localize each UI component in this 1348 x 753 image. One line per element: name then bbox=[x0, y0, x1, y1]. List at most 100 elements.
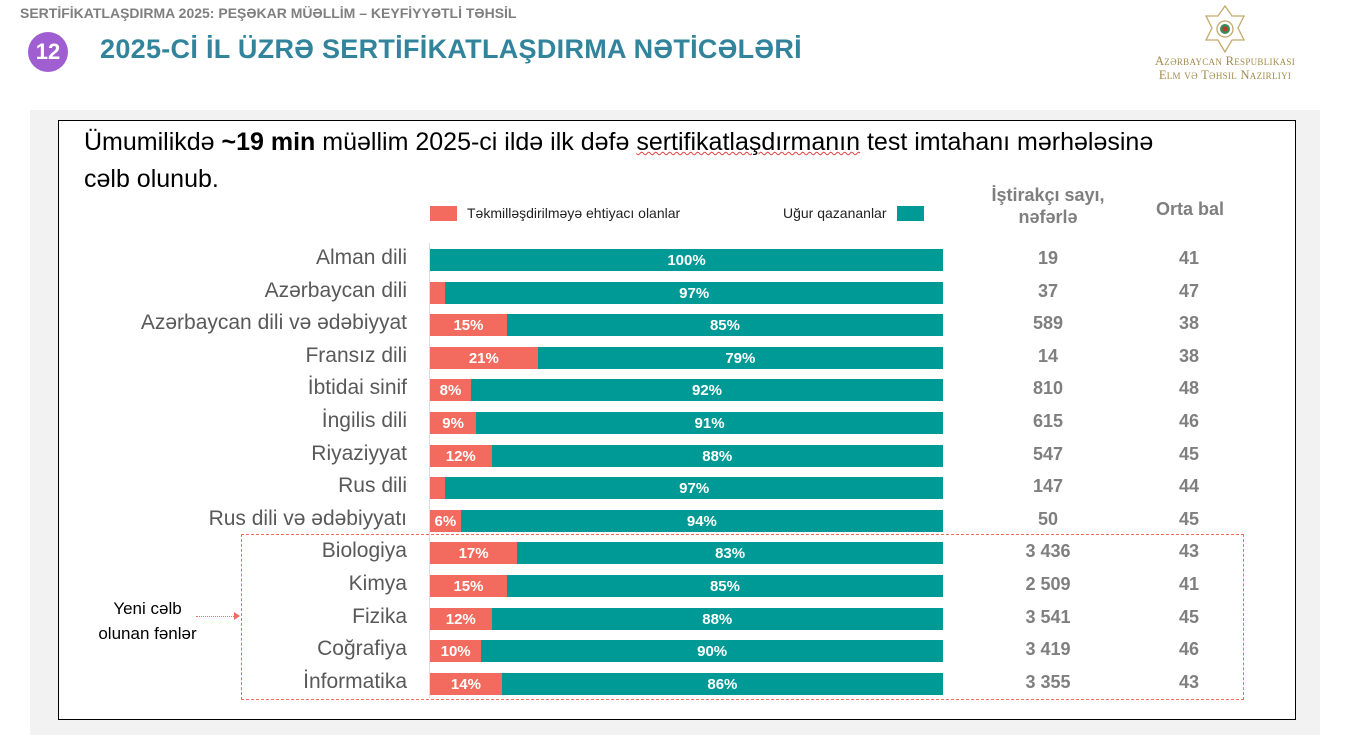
avg-value: 46 bbox=[1178, 411, 1200, 431]
fail-pct-label: 8% bbox=[439, 382, 462, 400]
fail-pct-label: 14% bbox=[450, 675, 481, 693]
legend-fail: Təkmilləşdirilməyə ehtiyacı olanlar bbox=[430, 205, 680, 221]
count-value: 19 bbox=[1037, 248, 1059, 268]
count-value: 3 355 bbox=[1025, 671, 1071, 692]
stacked-bar: 9% 91% bbox=[430, 412, 943, 434]
pass-pct-label: 92% bbox=[691, 382, 723, 400]
bar-pass: 83% bbox=[517, 542, 943, 565]
category-label: Rus dili və ədəbiyyatı bbox=[208, 506, 407, 530]
column-header-count: İştirakçı sayı, nəfərlə bbox=[991, 185, 1105, 227]
bar-fail: 3% bbox=[430, 281, 471, 304]
ministry-logo: Azərbaycan Respublikası Elm və Təhsil Na… bbox=[1130, 4, 1320, 82]
bar-pass: 88% bbox=[491, 444, 943, 467]
headline: Ümumilikdə ~19 min müəllim 2025-ci ildə … bbox=[84, 128, 1154, 193]
count-value: 615 bbox=[1032, 411, 1064, 431]
category-label: İbtidai sinif bbox=[307, 376, 407, 400]
pass-pct-label: 85% bbox=[709, 317, 740, 335]
bar-pass: 86% bbox=[501, 672, 943, 695]
count-value: 589 bbox=[1032, 313, 1064, 334]
stacked-bar: 21% 79% bbox=[430, 346, 943, 369]
count-value: 3 419 bbox=[1025, 639, 1071, 660]
pass-pct-label: 90% bbox=[697, 643, 728, 661]
bar-fail: 3% bbox=[430, 477, 471, 500]
category-label: Rus dili bbox=[338, 474, 407, 498]
bar-fail: 12% bbox=[430, 444, 492, 467]
count-value: 547 bbox=[1032, 443, 1064, 464]
category-label: Azərbaycan dili bbox=[264, 278, 407, 302]
bar-pass: 100% bbox=[430, 249, 943, 271]
pass-pct-label: 88% bbox=[702, 447, 733, 465]
fail-pct-label: 9% bbox=[442, 415, 464, 432]
count-value: 14 bbox=[1037, 345, 1059, 366]
emblem-icon bbox=[1204, 4, 1246, 54]
page-title: 2025-Cİ İL ÜZRƏ SERTİFİKATLAŞDIRMA NƏTİC… bbox=[100, 34, 802, 64]
count-value: 810 bbox=[1032, 378, 1064, 399]
category-label: Biologiya bbox=[321, 539, 407, 563]
fail-pct-label: 15% bbox=[453, 317, 484, 335]
bar-pass: 88% bbox=[491, 607, 943, 630]
category-label: İnformatika bbox=[303, 669, 407, 693]
count-value: 3 541 bbox=[1025, 606, 1071, 627]
avg-value: 38 bbox=[1178, 345, 1200, 366]
bar-fail: 12% bbox=[430, 607, 492, 630]
bar-pass: 97% bbox=[445, 477, 943, 500]
pass-pct-label: 100% bbox=[667, 252, 706, 269]
chart-row: Kimya 15% 85% 2 509 41 bbox=[0, 572, 1348, 597]
stacked-bar: 15% 85% bbox=[430, 575, 943, 597]
fail-pct-label: 17% bbox=[458, 545, 489, 563]
pass-pct-label: 79% bbox=[725, 349, 756, 367]
axis-line bbox=[429, 243, 430, 698]
bar-pass: 94% bbox=[460, 509, 943, 532]
category-label: Alman dili bbox=[315, 246, 407, 269]
fail-pct-label: 6% bbox=[434, 512, 457, 530]
stacked-bar: 12% 88% bbox=[430, 607, 943, 630]
chart-row: Fizika 12% 88% 3 541 45 bbox=[0, 604, 1348, 630]
chart-row: İngilis dili 9% 91% 615 46 bbox=[0, 409, 1348, 434]
bar-fail: 8% bbox=[430, 379, 472, 402]
chart-row: Azərbaycan dili 3% 97% 37 47 bbox=[0, 278, 1348, 304]
pass-pct-label: 94% bbox=[686, 512, 717, 530]
logo-line1: Azərbaycan Respublikası bbox=[1154, 54, 1296, 68]
count-value: 37 bbox=[1037, 280, 1059, 301]
legend-swatch-pass bbox=[896, 205, 924, 221]
category-label: Fizika bbox=[352, 604, 407, 628]
pass-pct-label: 86% bbox=[707, 675, 738, 693]
chart-row: Biologiya 17% 83% 3 436 43 bbox=[0, 539, 1348, 565]
stacked-bar: 8% 92% bbox=[430, 379, 943, 402]
fail-pct-label: 12% bbox=[445, 447, 476, 465]
category-label: Fransız dili bbox=[305, 343, 407, 367]
avg-value: 41 bbox=[1178, 248, 1200, 268]
chart-row: Rus dili və ədəbiyyatı 6% 94% 50 45 bbox=[0, 506, 1348, 532]
stacked-bar: 12% 88% bbox=[430, 444, 943, 467]
chart-row: Fransız dili 21% 79% 14 38 bbox=[0, 343, 1348, 369]
count-value: 3 436 bbox=[1025, 541, 1071, 562]
bar-pass: 79% bbox=[537, 346, 943, 369]
category-label: Kimya bbox=[348, 572, 407, 595]
bar-fail: 17% bbox=[430, 542, 518, 565]
bar-pass: 85% bbox=[506, 575, 943, 597]
new-subjects-note: Yeni cəlb olunan fənlər bbox=[98, 599, 197, 643]
fail-pct-label: 15% bbox=[453, 578, 484, 595]
column-header-avg: Orta bal bbox=[1155, 199, 1225, 219]
avg-value: 44 bbox=[1178, 476, 1200, 497]
count-value: 147 bbox=[1032, 476, 1064, 497]
avg-value: 47 bbox=[1178, 280, 1200, 301]
stacked-bar: 10% 90% bbox=[430, 640, 943, 663]
new-subjects-frame bbox=[241, 534, 1244, 700]
bar-fail: 15% bbox=[430, 314, 507, 337]
chart-row: İnformatika 14% 86% 3 355 43 bbox=[0, 669, 1348, 695]
bar-fail: 15% bbox=[430, 575, 507, 597]
avg-value: 45 bbox=[1178, 606, 1200, 627]
fail-pct-label: 21% bbox=[468, 349, 499, 367]
bar-pass: 85% bbox=[506, 314, 943, 337]
stacked-bar: 15% 85% bbox=[430, 314, 943, 337]
bar-pass: 90% bbox=[481, 640, 943, 663]
slide-number-badge: 12 bbox=[28, 32, 68, 72]
bar-fail: 6% bbox=[430, 509, 461, 532]
logo-line2: Elm və Təhsil Nazirliyi bbox=[1158, 68, 1292, 82]
fail-pct-label: 12% bbox=[445, 610, 476, 628]
pass-pct-label: 88% bbox=[702, 610, 733, 628]
legend-pass: Uğur qazananlar bbox=[783, 205, 924, 221]
avg-value: 38 bbox=[1178, 313, 1200, 334]
chart-row: Riyaziyyat 12% 88% 547 45 bbox=[0, 442, 1348, 467]
